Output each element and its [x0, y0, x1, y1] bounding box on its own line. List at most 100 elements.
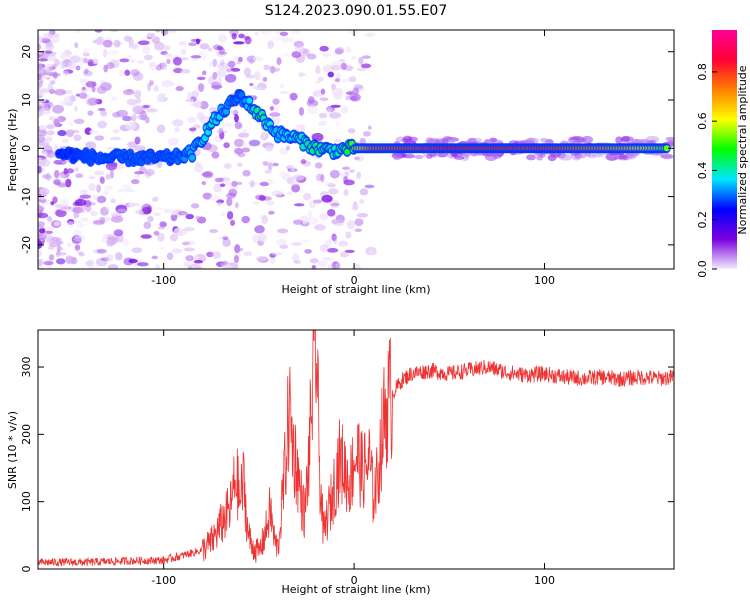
- spectrogram-speckle: [94, 135, 105, 141]
- spectrogram-speckle: [180, 57, 189, 61]
- colorbar-tick-label: 0.2: [696, 211, 709, 229]
- spectrogram-speckle: [44, 199, 50, 205]
- spectrogram-speckle: [153, 85, 160, 92]
- spectrogram-speckle: [295, 124, 306, 129]
- spectrogram-speckle: [195, 38, 200, 45]
- spectrogram-speckle: [327, 183, 336, 188]
- colorbar-tick-label: 0.6: [696, 112, 709, 130]
- spectrogram-speckle: [306, 53, 317, 60]
- spectrogram-speckle: [209, 194, 220, 202]
- spectrogram-speckle: [191, 90, 200, 99]
- spectrogram-speckle: [441, 138, 449, 145]
- spectrogram-speckle: [153, 230, 160, 236]
- spectrogram-speckle: [273, 30, 282, 34]
- spectrogram-speckle: [146, 32, 154, 38]
- spectrogram-speckle: [319, 45, 329, 52]
- spectrogram-speckle: [126, 98, 138, 106]
- spectrogram-speckle: [216, 45, 224, 51]
- spectrogram-speckle: [280, 36, 289, 44]
- spectrogram-speckle: [51, 35, 61, 44]
- spectrogram-speckle: [271, 190, 284, 197]
- spectrogram-speckle: [347, 128, 356, 134]
- spectrogram-speckle: [54, 169, 60, 179]
- spectrogram-speckle: [335, 262, 341, 269]
- spectrogram-speckle: [231, 33, 237, 40]
- spectrogram-speckle: [99, 110, 108, 117]
- spectrogram-speckle: [218, 51, 227, 55]
- spectrogram-speckle: [260, 130, 267, 140]
- spectrogram-speckle: [51, 64, 57, 69]
- spectrogram-speckle: [48, 116, 56, 121]
- spectrogram-speckle: [79, 194, 92, 199]
- spectrogram-speckle: [183, 227, 195, 232]
- spectrogram-speckle: [153, 212, 161, 216]
- spectrogram-speckle: [183, 247, 195, 252]
- spectrogram-speckle: [215, 69, 227, 78]
- spectrogram-speckle: [349, 95, 358, 101]
- spectrogram-speckle: [78, 61, 84, 70]
- colorbar-tick-label: 0.0: [696, 260, 709, 278]
- spectrogram-speckle: [295, 45, 305, 53]
- spectrogram-speckle: [38, 43, 42, 51]
- spectrogram-speckle: [345, 231, 352, 239]
- spectrogram-speckle: [354, 228, 362, 232]
- spectrogram-speckle: [38, 221, 45, 227]
- spectrogram-speckle: [359, 188, 369, 196]
- spectrogram-speckle: [99, 176, 105, 185]
- colorbar-tick-label: 0.4: [696, 162, 709, 180]
- spectrogram-speckle: [224, 73, 237, 83]
- spectrogram-speckle: [131, 104, 144, 114]
- spectrogram-speckle: [292, 174, 305, 181]
- spectrogram-speckle: [73, 118, 85, 125]
- spectrogram-speckle: [49, 80, 56, 85]
- spectrogram-speckle: [320, 173, 325, 183]
- spectrogram-speckle: [327, 71, 335, 78]
- spectrogram-speckle: [363, 131, 371, 137]
- spectrogram-speckle: [392, 152, 402, 161]
- spectrogram-speckle: [151, 255, 158, 260]
- spectrogram-speckle: [38, 70, 44, 74]
- spectrogram-speckle: [325, 258, 330, 262]
- spectrogram-speckle: [39, 228, 46, 234]
- spectrogram-speckle: [217, 62, 229, 71]
- ridge-point: [223, 108, 230, 115]
- spectrogram-speckle: [332, 219, 345, 227]
- spectrogram-speckle: [137, 114, 147, 121]
- spectrogram-speckle: [66, 132, 73, 138]
- spectrogram-speckle: [351, 204, 359, 211]
- spectrogram-speckle: [52, 104, 65, 114]
- spectrogram-speckle: [38, 58, 48, 62]
- spectrogram-speckle: [143, 54, 153, 61]
- spectrogram-speckle: [100, 206, 109, 216]
- spectrogram-speckle: [185, 255, 194, 262]
- spectrogram-speckle: [128, 202, 141, 207]
- spectrogram-speckle: [341, 78, 349, 83]
- spectrogram-speckle: [40, 142, 50, 147]
- spectrogram-speckle: [299, 127, 306, 132]
- spectrogram-speckle: [75, 65, 81, 71]
- spectrogram-speckle: [324, 238, 333, 248]
- spectrogram-speckle: [272, 36, 284, 41]
- spectrogram-speckle: [47, 30, 54, 38]
- spectrogram-speckle: [290, 164, 296, 173]
- spectrogram-speckle: [117, 188, 125, 193]
- spectrogram-speckle: [96, 36, 104, 46]
- spectrogram-speckle: [125, 122, 137, 131]
- spectrogram-speckle: [152, 206, 165, 211]
- spectrogram-speckle: [109, 169, 114, 179]
- spectrogram-speckle: [212, 58, 218, 68]
- ridge-point: [344, 148, 351, 155]
- spectrogram-speckle: [171, 248, 183, 254]
- spectrogram-speckle: [155, 30, 161, 33]
- spectrogram-speckle: [46, 261, 53, 269]
- spectrogram-speckle: [290, 242, 303, 247]
- spectrogram-speckle: [266, 178, 275, 185]
- spectrogram-speckle: [46, 174, 52, 180]
- colorbar-label: Normalized spectral amplitude: [736, 65, 749, 234]
- spectrogram-speckle: [46, 124, 55, 130]
- spectrogram-speckle: [186, 241, 196, 245]
- spectrogram-speckle: [135, 97, 142, 104]
- spectrogram-speckle: [149, 61, 156, 67]
- spectrogram-speckle: [130, 69, 140, 77]
